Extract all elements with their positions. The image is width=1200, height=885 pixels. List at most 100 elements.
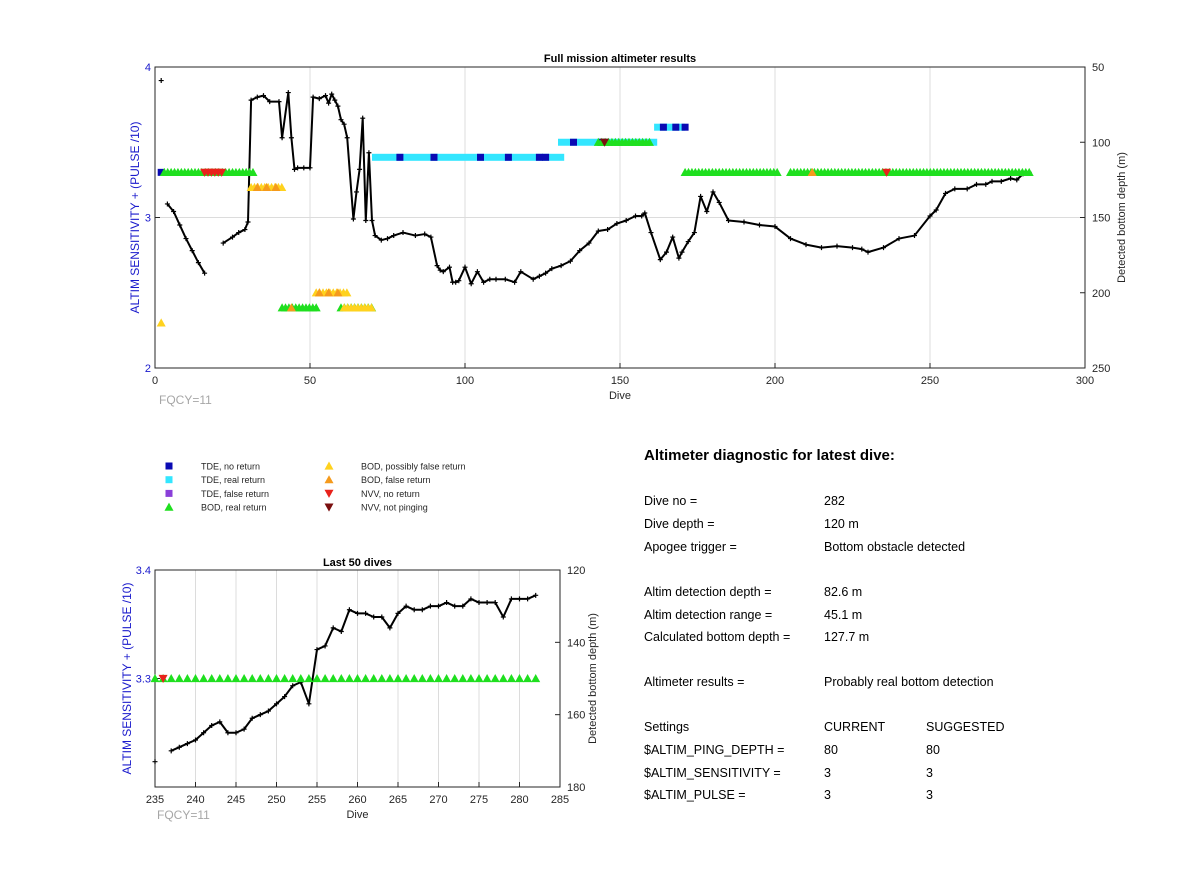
- tde-segment: [372, 153, 565, 161]
- depth-point: [614, 221, 620, 227]
- bod-marker: [807, 167, 817, 176]
- bod-marker: [239, 674, 249, 683]
- series-detected-bottom-depth: [158, 78, 1032, 287]
- x-tick-label: 150: [611, 375, 629, 387]
- nvv-marker: [882, 168, 892, 177]
- legend-square-icon: [165, 476, 173, 484]
- depth-point: [964, 186, 970, 192]
- depth-point: [642, 210, 648, 216]
- bod-marker: [215, 674, 225, 683]
- depth-point: [525, 596, 531, 602]
- bod-marker: [336, 674, 346, 683]
- x-axis-label: Dive: [346, 809, 368, 821]
- depth-point: [344, 135, 350, 141]
- depth-point: [385, 236, 390, 242]
- depth-point: [648, 230, 654, 236]
- bod-marker: [474, 674, 484, 683]
- bod-marker: [344, 674, 354, 683]
- bod-marker: [263, 674, 273, 683]
- tde-marker: [681, 123, 689, 131]
- x-tick-label: 280: [510, 794, 528, 806]
- depth-point: [623, 218, 629, 224]
- depth-point: [484, 600, 490, 606]
- series-tde-no-return: [157, 123, 689, 176]
- depth-point: [834, 243, 840, 249]
- depth-point: [803, 242, 809, 248]
- legend-label: BOD, real return: [201, 503, 267, 513]
- depth-point: [411, 607, 417, 613]
- x-tick-label: 240: [186, 794, 204, 806]
- y-left-tick-label: 3: [145, 213, 151, 225]
- bod-marker: [191, 674, 200, 683]
- depth-point: [492, 600, 498, 606]
- depth-point: [691, 230, 697, 236]
- bod-marker: [304, 674, 314, 683]
- depth-point: [819, 245, 824, 251]
- bod-marker: [409, 674, 419, 683]
- depth-point: [301, 165, 307, 171]
- bod-marker: [271, 182, 281, 191]
- bod-marker: [247, 674, 257, 683]
- y-right-tick-label: 200: [1092, 288, 1110, 300]
- y-right-tick-label: 120: [567, 565, 585, 577]
- legend-label: TDE, real return: [201, 475, 265, 485]
- depth-point: [372, 233, 378, 239]
- bod-marker: [255, 674, 265, 683]
- depth-point: [241, 726, 247, 732]
- depth-point: [452, 603, 458, 609]
- depth-point: [850, 245, 855, 251]
- depth-point: [355, 610, 360, 616]
- depth-point: [912, 233, 917, 239]
- depth-point: [176, 744, 182, 750]
- depth-point: [274, 701, 279, 707]
- legend-triangle-icon: [324, 503, 334, 512]
- altim-detection-depth-label: Altim detection depth =: [644, 585, 772, 599]
- depth-point: [306, 701, 312, 707]
- legend-label: TDE, false return: [201, 489, 269, 499]
- depth-point: [989, 178, 995, 184]
- settings-label: Settings: [644, 720, 690, 734]
- calculated-bottom-value: 127.7 m: [824, 630, 870, 644]
- bod-marker: [772, 167, 782, 176]
- bod-marker: [393, 674, 403, 683]
- depth-point: [933, 207, 939, 213]
- depth-point: [285, 90, 291, 96]
- depth-point: [152, 759, 158, 765]
- depth-point: [236, 230, 242, 236]
- dive-depth-value: 120 m: [824, 517, 859, 531]
- y-right-tick-label: 180: [567, 782, 585, 794]
- dive-no-value: 282: [824, 494, 845, 508]
- depth-point: [341, 121, 347, 127]
- depth-point: [500, 614, 506, 620]
- depth-point: [664, 249, 669, 255]
- depth-point: [168, 748, 174, 754]
- tde-marker: [504, 153, 512, 161]
- depth-point: [209, 723, 215, 729]
- nvv-marker: [217, 168, 227, 177]
- depth-point: [536, 273, 542, 279]
- bod-marker: [277, 182, 287, 191]
- depth-point: [363, 610, 369, 616]
- x-tick-label: 100: [456, 375, 474, 387]
- x-tick-label: 270: [429, 794, 447, 806]
- depth-point: [395, 610, 401, 616]
- depth-point: [462, 264, 468, 270]
- depth-point: [171, 208, 177, 214]
- legend-label: BOD, possibly false return: [361, 462, 466, 472]
- series-nvv-no-return: [158, 674, 168, 683]
- depth-point: [639, 213, 645, 219]
- y-left-axis-label: ALTIM SENSITIVITY + (PULSE /10): [120, 583, 134, 775]
- bod-marker: [442, 674, 452, 683]
- bod-marker: [272, 674, 281, 683]
- depth-point: [369, 218, 375, 224]
- depth-point: [195, 260, 201, 266]
- depth-point: [391, 233, 397, 239]
- depth-point: [698, 193, 704, 199]
- bod-marker: [286, 303, 296, 312]
- setting-suggested: 80: [926, 743, 940, 757]
- series-bod-possibly-false-return: [156, 182, 376, 327]
- x-tick-label: 300: [1076, 375, 1094, 387]
- x-tick-label: 50: [304, 375, 316, 387]
- depth-point: [403, 603, 409, 609]
- depth-point: [193, 737, 198, 743]
